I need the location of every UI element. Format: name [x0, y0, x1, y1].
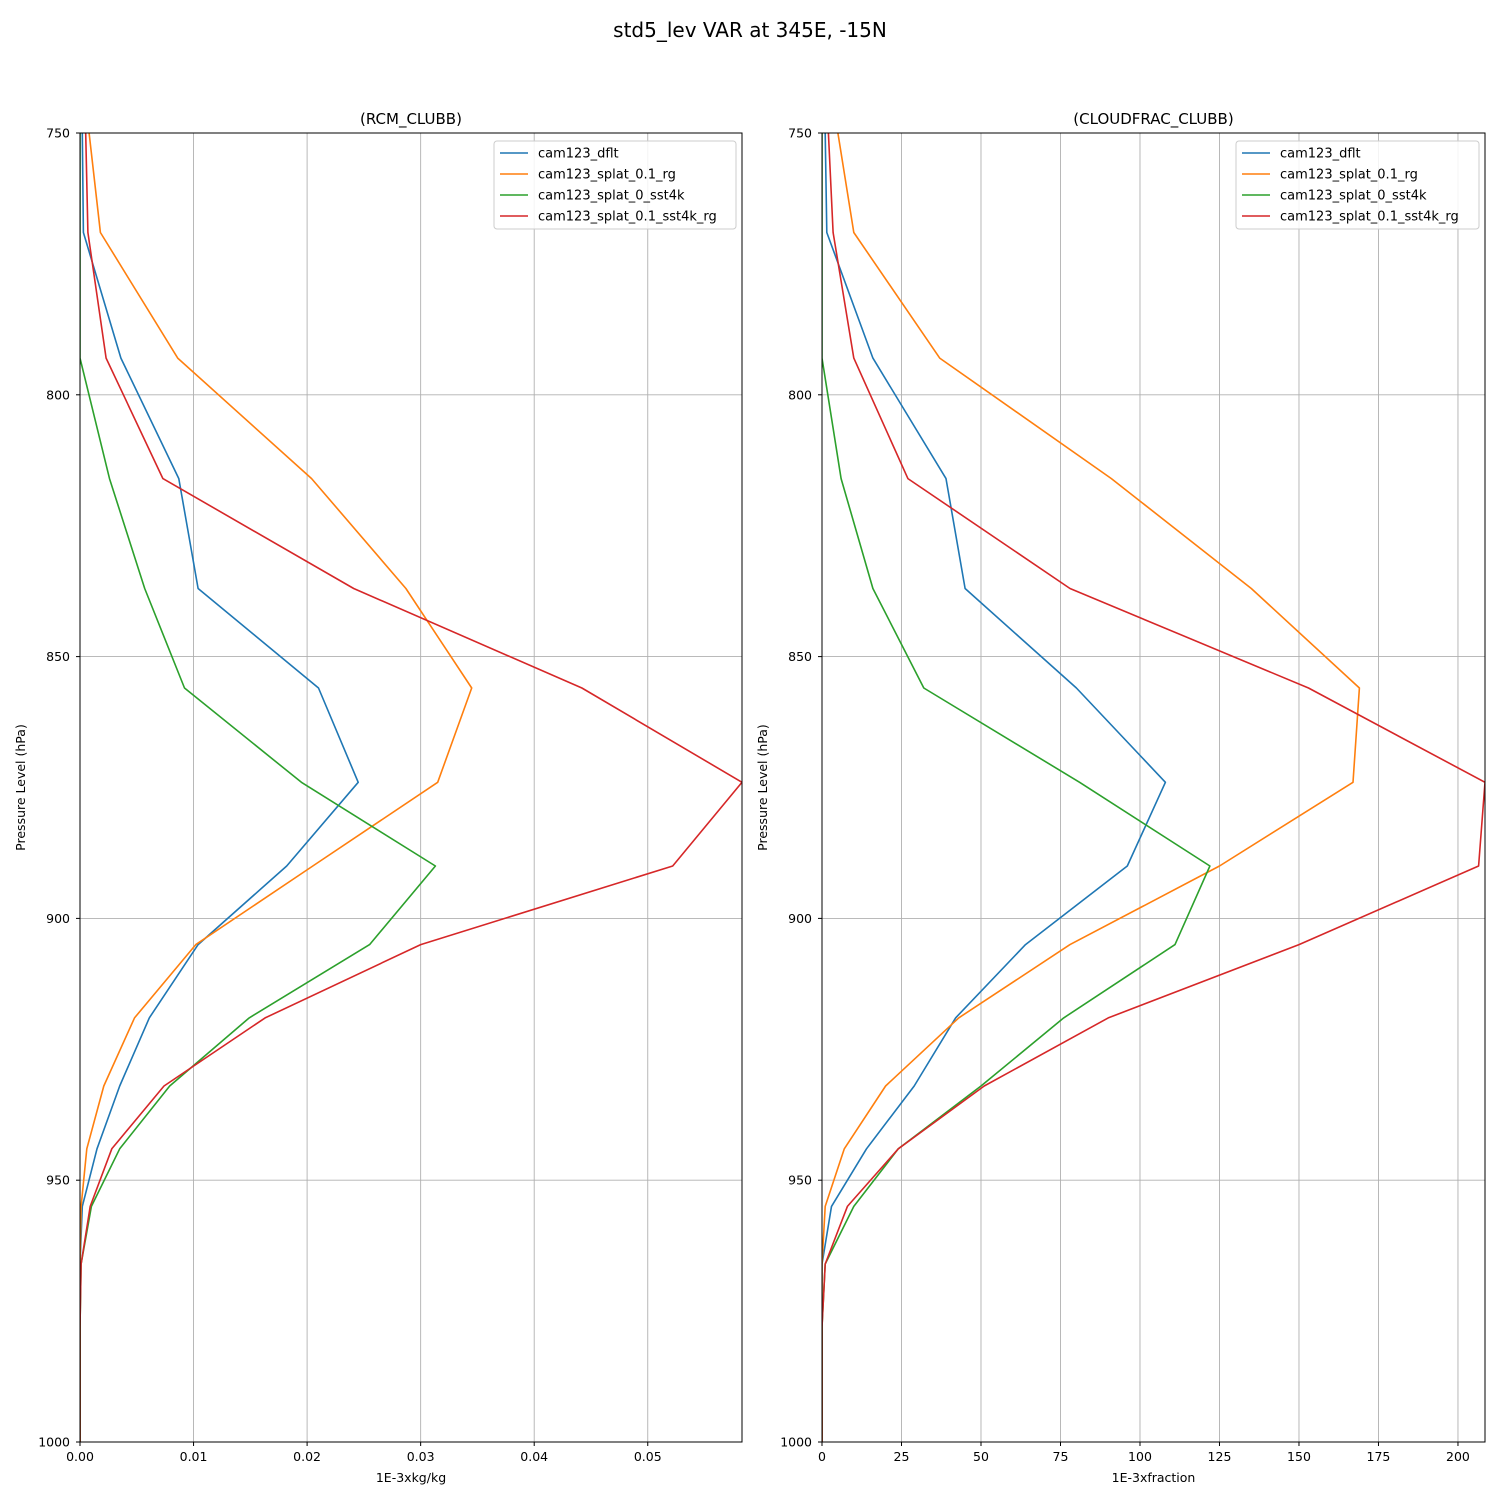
- series-line-cam123-splat-0-1-sst4k-rg: [822, 133, 1485, 1442]
- legend-entry: cam123_splat_0.1_rg: [538, 168, 676, 183]
- x-tick-label: 0.05: [634, 1449, 662, 1464]
- y-tick-label: 800: [788, 387, 812, 402]
- series-line-cam123-splat-0-1-sst4k-rg: [80, 133, 742, 1442]
- x-tick-label: 25: [894, 1449, 910, 1464]
- x-tick-label: 50: [973, 1449, 989, 1464]
- legend-entry: cam123_dflt: [538, 147, 619, 162]
- y-tick-label: 900: [788, 911, 812, 926]
- legend-entry: cam123_splat_0_sst4k: [538, 189, 685, 204]
- series-line-cam123-dflt: [80, 133, 360, 1442]
- x-tick-label: 0.00: [66, 1449, 94, 1464]
- panel-rcm-clubb: 0.00 0.01 0.02 0.03 0.04 0.05 750 800 850 900 950 1…: [13, 110, 743, 1485]
- legend-entry: cam123_splat_0.1_sst4k_rg: [1280, 210, 1459, 225]
- x-tick-label: 0.02: [293, 1449, 321, 1464]
- panel-cloudfrac-clubb: 0 25 50 75 100 125 150 175 200 750 800 850 900 950 100…: [755, 110, 1486, 1485]
- panel-title: (CLOUDFRAC_CLUBB): [1073, 110, 1233, 129]
- x-tick-label: 0.01: [180, 1449, 208, 1464]
- legend-box: [1235, 140, 1480, 230]
- y-tick-label: 900: [46, 911, 70, 926]
- series-line-cam123-dflt: [822, 133, 1167, 1442]
- x-tick-label: 175: [1367, 1449, 1391, 1464]
- y-tick-label: 800: [46, 387, 70, 402]
- y-tick-label: 850: [788, 649, 812, 664]
- x-axis-label: 1E-3xfraction: [1112, 1470, 1196, 1485]
- x-tick-label: 75: [1053, 1449, 1069, 1464]
- panel-title: (RCM_CLUBB): [360, 110, 462, 129]
- y-tick-label: 950: [46, 1173, 70, 1188]
- legend-box: [493, 140, 737, 230]
- plot-frame: [79, 132, 743, 1443]
- figure-title: std5_lev VAR at 345E, -15N: [613, 18, 887, 42]
- y-axis-label: Pressure Level (hPa): [755, 724, 770, 851]
- plot-frame: [821, 132, 1486, 1443]
- legend: cam123_dflt cam123_splat_0.1_rg cam123_spl…: [1235, 140, 1480, 230]
- x-tick-label: 0.04: [520, 1449, 548, 1464]
- y-tick-label: 750: [788, 126, 812, 141]
- x-tick-label: 150: [1287, 1449, 1311, 1464]
- x-tick-label: 0: [818, 1449, 826, 1464]
- y-tick-label: 850: [46, 649, 70, 664]
- x-tick-label: 200: [1446, 1449, 1470, 1464]
- legend-entry: cam123_dflt: [1280, 147, 1361, 162]
- legend: cam123_dflt cam123_splat_0.1_rg cam123_spl…: [493, 140, 737, 230]
- x-tick-label: 100: [1128, 1449, 1152, 1464]
- legend-entry: cam123_splat_0.1_rg: [1280, 168, 1418, 183]
- y-tick-label: 750: [46, 126, 70, 141]
- legend-entry: cam123_splat_0_sst4k: [1280, 189, 1427, 204]
- series-line-cam123-splat-0-1-rg: [80, 133, 473, 1442]
- y-tick-label: 950: [788, 1173, 812, 1188]
- y-axis-label: Pressure Level (hPa): [13, 724, 28, 851]
- x-axis-label: 1E-3xkg/kg: [376, 1470, 446, 1485]
- legend-entry: cam123_splat_0.1_sst4k_rg: [538, 210, 717, 225]
- y-tick-label: 1000: [780, 1435, 812, 1450]
- series-line-cam123-splat-0-1-rg: [822, 133, 1361, 1442]
- y-tick-label: 1000: [38, 1435, 70, 1450]
- x-tick-label: 0.03: [407, 1449, 435, 1464]
- x-tick-label: 125: [1208, 1449, 1232, 1464]
